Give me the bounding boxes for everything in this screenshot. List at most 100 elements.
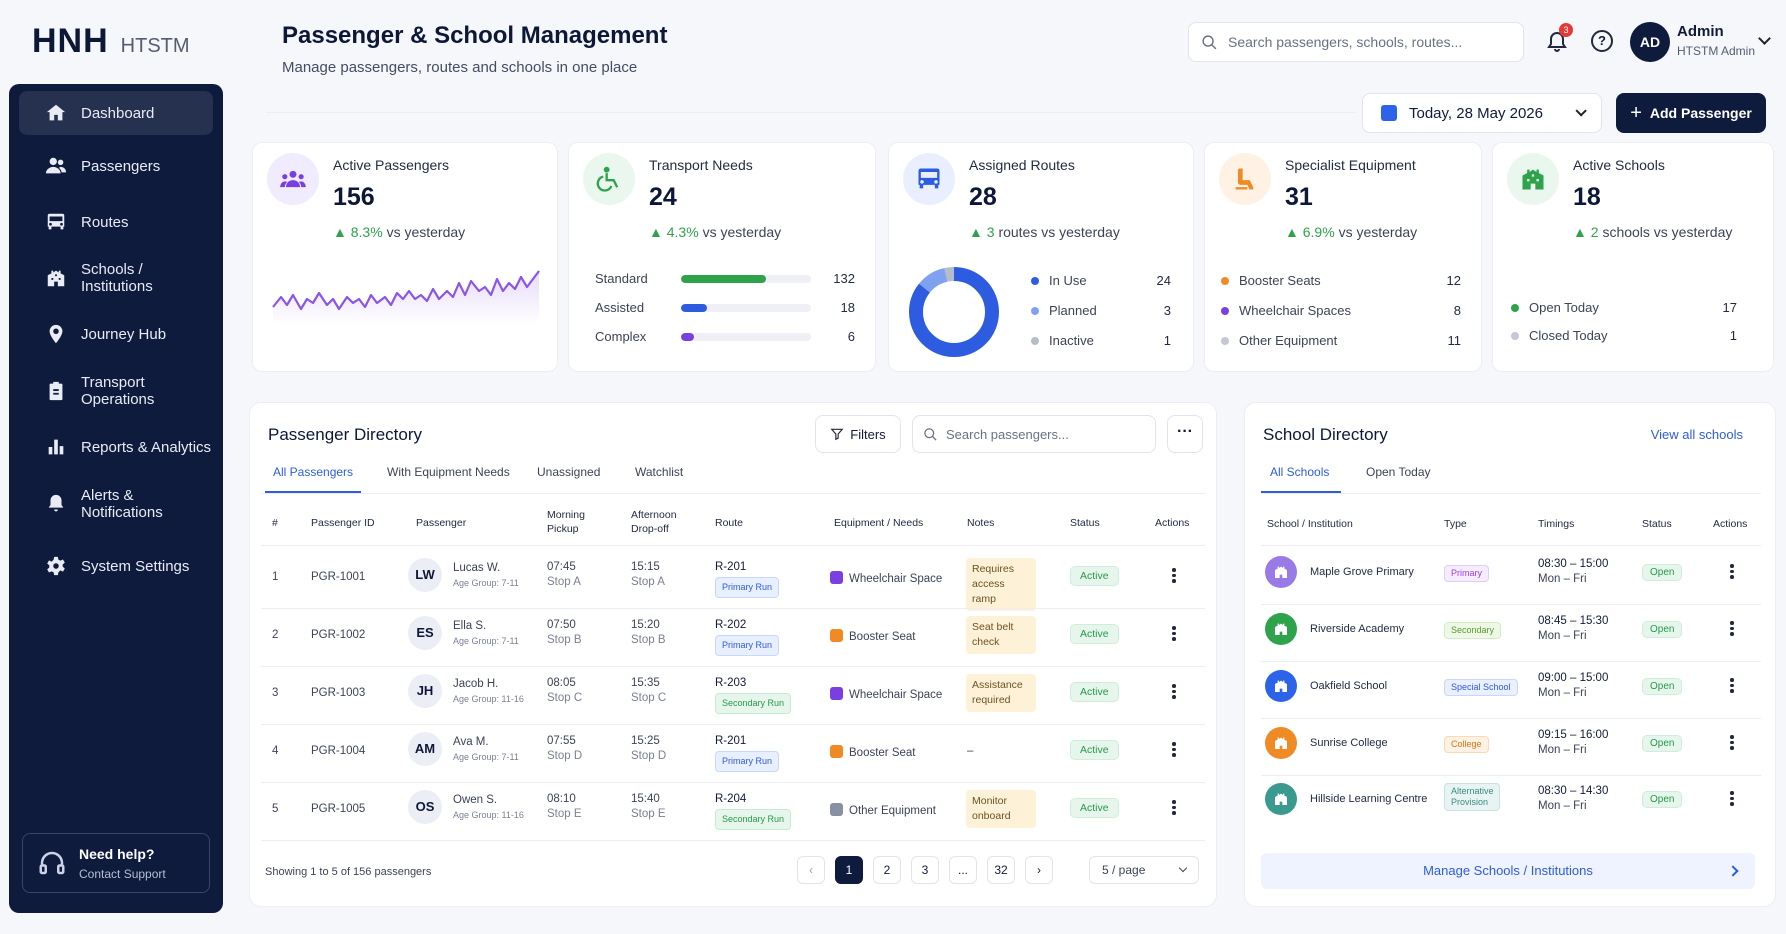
- need-track: [681, 274, 811, 283]
- sidebar-item-transport-operations[interactable]: Transport Operations: [19, 369, 213, 413]
- row-actions-kebab-icon[interactable]: [1730, 676, 1734, 695]
- user-menu-chevron-icon[interactable]: [1758, 32, 1771, 45]
- status-badge: Open: [1642, 735, 1683, 752]
- add-passenger-button[interactable]: + Add Passenger: [1616, 93, 1766, 133]
- schools-row-open: Open Today 17: [1511, 300, 1737, 315]
- row-actions-kebab-icon[interactable]: [1172, 624, 1176, 643]
- help-title: Need help?: [79, 845, 155, 862]
- tab-unassigned[interactable]: Unassigned: [537, 465, 601, 479]
- sidebar-item-settings[interactable]: System Settings: [19, 544, 213, 588]
- table-header-divider: [261, 545, 1205, 546]
- sidebar-item-alerts[interactable]: Alerts & Notifications: [19, 482, 213, 526]
- row-actions-kebab-icon[interactable]: [1730, 562, 1734, 581]
- tab-watchlist[interactable]: Watchlist: [635, 465, 684, 479]
- passenger-name: Ella S.: [453, 620, 487, 632]
- passenger-search-input[interactable]: Search passengers...: [912, 415, 1156, 453]
- passenger-name-cell[interactable]: Ava M. Age Group: 7-11: [453, 735, 519, 765]
- building-icon: [47, 270, 65, 287]
- date-selector[interactable]: Today, 28 May 2026: [1362, 93, 1602, 133]
- sidebar-item-schools[interactable]: Schools / Institutions: [19, 256, 213, 300]
- sidebar-item-reports[interactable]: Reports & Analytics: [19, 425, 213, 469]
- page-subtitle: Manage passengers, routes and schools in…: [282, 59, 638, 76]
- row-divider: [1261, 604, 1761, 605]
- passenger-name-cell[interactable]: Ella S. Age Group: 7-11: [453, 619, 519, 649]
- school-name[interactable]: Riverside Academy: [1310, 623, 1405, 635]
- row-actions-kebab-icon[interactable]: [1730, 733, 1734, 752]
- kpi-card-active-schools[interactable]: Active Schools 18 ▲ 2 schools vs yesterd…: [1492, 142, 1774, 372]
- help-box[interactable]: Need help? Contact Support: [22, 833, 210, 893]
- equipment-icon: [830, 803, 843, 816]
- need-row-complex: Complex 6: [595, 329, 855, 344]
- passenger-name-cell[interactable]: Lucas W. Age Group: 7-11: [453, 561, 519, 591]
- equipment-cell: Other Equipment: [830, 803, 936, 819]
- pagination-prev-button[interactable]: ‹: [797, 856, 825, 884]
- row-actions-kebab-icon[interactable]: [1172, 682, 1176, 701]
- pagination-page-1[interactable]: 1: [835, 856, 863, 884]
- status-badge: Open: [1642, 621, 1683, 638]
- school-days: Mon – Fri: [1538, 573, 1587, 585]
- school-type-badge: Secondary: [1444, 622, 1502, 639]
- legend-dot: [1221, 336, 1229, 345]
- kpi-trend-value: 2: [1590, 224, 1599, 240]
- passenger-name-cell[interactable]: Owen S. Age Group: 11-16: [453, 793, 524, 823]
- row-actions-kebab-icon[interactable]: [1172, 566, 1176, 585]
- pagination-page-32[interactable]: 32: [987, 856, 1015, 884]
- school-name[interactable]: Hillside Learning Centre: [1310, 793, 1428, 805]
- school-name[interactable]: Sunrise College: [1310, 737, 1388, 749]
- sidebar-item-passengers[interactable]: Passengers: [19, 144, 213, 188]
- equipment-label: Other Equipment: [849, 805, 936, 817]
- kpi-card-assigned-routes[interactable]: Assigned Routes 28 ▲ 3 routes vs yesterd…: [888, 142, 1194, 372]
- row-actions-kebab-icon[interactable]: [1172, 798, 1176, 817]
- more-options-button[interactable]: ···: [1167, 415, 1203, 453]
- tab-open-today[interactable]: Open Today: [1366, 465, 1431, 479]
- timings-cell: 08:45 – 15:30 Mon – Fri: [1538, 614, 1608, 644]
- legend-dot: [1221, 306, 1229, 315]
- tab-all-passengers[interactable]: All Passengers: [273, 465, 354, 479]
- sidebar-item-dashboard[interactable]: Dashboard: [19, 91, 213, 135]
- tab-all-schools[interactable]: All Schools: [1270, 465, 1330, 479]
- passenger-name: Ava M.: [453, 736, 489, 748]
- route-cell[interactable]: R-202 Primary Run: [715, 618, 780, 656]
- pagination-page-2[interactable]: 2: [873, 856, 901, 884]
- school-hours: 09:15 – 16:00: [1538, 729, 1609, 741]
- route-cell[interactable]: R-204 Secondary Run: [715, 792, 792, 830]
- bus-icon: [47, 213, 65, 230]
- kpi-card-specialist-equipment[interactable]: Specialist Equipment 31 ▲ 6.9% vs yester…: [1204, 142, 1482, 372]
- school-name[interactable]: Maple Grove Primary: [1310, 566, 1414, 578]
- page-size-select[interactable]: 5 / page: [1089, 856, 1199, 884]
- run-badge: Secondary Run: [715, 693, 792, 714]
- note-badge: Monitor onboard: [966, 790, 1036, 828]
- kpi-trend-text: routes vs yesterday: [998, 224, 1120, 240]
- route-cell[interactable]: R-203 Secondary Run: [715, 676, 792, 714]
- route-cell[interactable]: R-201 Primary Run: [715, 734, 780, 772]
- brand-logo[interactable]: HNH HTSTM: [32, 22, 190, 61]
- kpi-trend: ▲ 2 schools vs yesterday: [1573, 224, 1732, 240]
- filters-button[interactable]: Filters: [815, 415, 901, 453]
- timings-cell: 08:30 – 15:00 Mon – Fri: [1538, 557, 1608, 587]
- sidebar-item-journey-hub[interactable]: Journey Hub: [19, 312, 213, 356]
- tab-with-equipment-needs[interactable]: With Equipment Needs: [387, 465, 510, 479]
- contact-support-link[interactable]: Contact Support: [79, 866, 166, 881]
- kpi-card-active-passengers[interactable]: Active Passengers 156 ▲ 8.3% vs yesterda…: [252, 142, 558, 372]
- legend-value: 11: [1447, 333, 1462, 348]
- school-name[interactable]: Oakfield School: [1310, 680, 1388, 692]
- route-cell[interactable]: R-201 Primary Run: [715, 560, 780, 598]
- pagination-page-3[interactable]: 3: [911, 856, 939, 884]
- row-actions-kebab-icon[interactable]: [1730, 789, 1734, 808]
- user-avatar[interactable]: AD: [1630, 22, 1670, 62]
- global-search-input[interactable]: Search passengers, schools, routes...: [1188, 22, 1524, 62]
- afternoon-dropoff-cell: 15:35 Stop C: [631, 676, 666, 706]
- row-actions-kebab-icon[interactable]: [1172, 740, 1176, 759]
- dropoff-time: 15:35: [631, 677, 660, 689]
- passenger-name-cell[interactable]: Jacob H. Age Group: 11-16: [453, 677, 524, 707]
- need-row-standard: Standard 132: [595, 271, 855, 286]
- view-all-schools-link[interactable]: View all schools: [1650, 427, 1743, 442]
- sidebar-item-routes[interactable]: Routes: [19, 200, 213, 244]
- row-actions-kebab-icon[interactable]: [1730, 619, 1734, 638]
- help-question-icon[interactable]: ?: [1591, 30, 1613, 52]
- manage-schools-button[interactable]: Manage Schools / Institutions: [1261, 853, 1755, 889]
- note-empty: –: [967, 745, 974, 757]
- pagination-next-button[interactable]: ›: [1025, 856, 1053, 884]
- status-badge: Active: [1070, 740, 1119, 760]
- kpi-card-transport-needs[interactable]: Transport Needs 24 ▲ 4.3% vs yesterday S…: [568, 142, 876, 372]
